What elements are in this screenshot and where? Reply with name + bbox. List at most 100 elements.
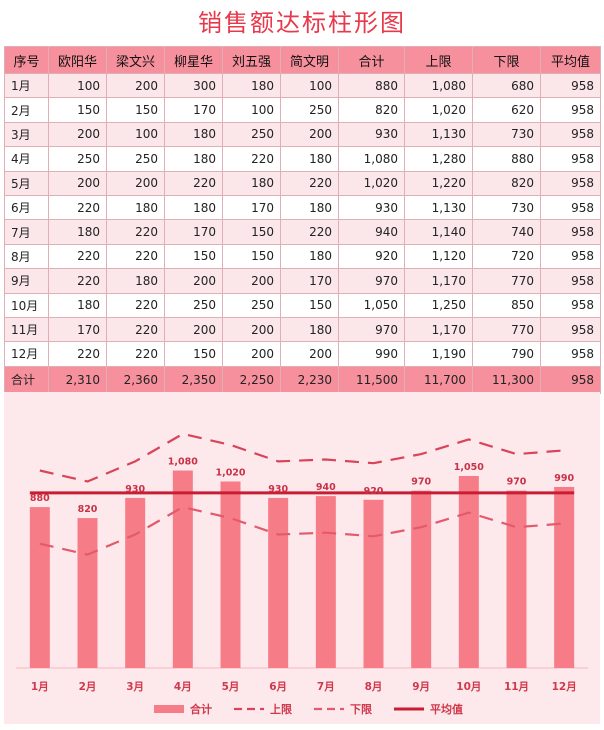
table-row: 2月 150 150 170 100 250 820 1,020 620 958	[4, 97, 601, 123]
table-cell: 920	[338, 243, 405, 270]
table-cell: 180	[280, 243, 339, 270]
bar	[172, 470, 193, 668]
table-cell: 170	[222, 194, 281, 221]
table-cell: 1,170	[404, 268, 473, 294]
table-cell: 180	[106, 194, 165, 221]
table-cell: 730	[472, 121, 541, 148]
table-cell: 170	[48, 316, 107, 343]
table-cell: 220	[222, 146, 281, 172]
table-row: 10月 180 220 250 250 150 1,050 1,250 850 958	[4, 292, 601, 318]
table-cell: 970	[338, 268, 405, 294]
table-cell: 150	[106, 97, 165, 123]
column-header: 刘五强	[222, 46, 281, 74]
table-row: 1月 100 200 300 180 100 880 1,080 680 958	[4, 72, 601, 99]
table-cell: 880	[338, 72, 405, 99]
table-cell: 958	[540, 170, 601, 196]
column-header: 序号	[4, 46, 49, 74]
table-cell: 220	[106, 219, 165, 245]
table-cell: 990	[338, 341, 405, 367]
table-cell: 200	[164, 316, 223, 343]
table-row: 3月 200 100 180 250 200 930 1,130 730 958	[4, 121, 601, 148]
table-cell: 180	[164, 121, 223, 148]
total-cell: 2,360	[106, 365, 165, 394]
data-label: 880	[30, 493, 50, 504]
data-label: 970	[507, 477, 527, 488]
legend-label: 下限	[350, 702, 372, 716]
total-cell: 11,300	[472, 365, 541, 394]
bar	[77, 518, 98, 668]
table-cell: 200	[222, 316, 281, 343]
series-line-dashed	[39, 505, 565, 556]
table-cell: 220	[280, 170, 339, 196]
bar	[554, 486, 575, 668]
table-cell: 150	[164, 341, 223, 367]
table-cell: 958	[540, 268, 601, 294]
table-cell: 180	[280, 316, 339, 343]
data-label: 970	[411, 477, 431, 488]
sales-table: 序号 欧阳华 梁文兴 柳星华 刘五强 简文明 合计 上限 下限 平均值 1月 100 200 300 18…	[4, 46, 601, 394]
x-tick-label: 4月	[174, 681, 192, 693]
data-label: 930	[125, 484, 145, 495]
table-cell: 180	[280, 146, 339, 172]
table-row: 12月 220 220 150 200 200 990 1,190 790 958	[4, 341, 601, 367]
data-label: 930	[268, 484, 288, 495]
row-label: 3月	[4, 121, 49, 148]
column-header: 柳星华	[164, 46, 223, 74]
bar	[458, 476, 479, 668]
table-cell: 1,120	[404, 243, 473, 270]
bar	[125, 497, 146, 668]
table-cell: 220	[106, 341, 165, 367]
table-cell: 200	[48, 121, 107, 148]
table-cell: 180	[48, 219, 107, 245]
table-cell: 100	[48, 72, 107, 99]
table-cell: 1,050	[338, 292, 405, 318]
x-tick-label: 12月	[552, 681, 577, 693]
table-cell: 880	[472, 146, 541, 172]
table-body: 1月 100 200 300 180 100 880 1,080 680 958 2月 150 150 1…	[4, 72, 601, 367]
table-cell: 1,080	[404, 72, 473, 99]
series-line-dashed	[39, 432, 565, 483]
table-cell: 1,280	[404, 146, 473, 172]
table-cell: 170	[280, 268, 339, 294]
legend-label: 平均值	[430, 702, 463, 716]
table-cell: 850	[472, 292, 541, 318]
table-cell: 930	[338, 121, 405, 148]
table-cell: 1,020	[404, 97, 473, 123]
table-cell: 770	[472, 268, 541, 294]
table-cell: 300	[164, 72, 223, 99]
legend-label: 合计	[190, 702, 212, 716]
table-cell: 200	[222, 268, 281, 294]
x-tick-label: 11月	[504, 681, 529, 693]
table-cell: 200	[280, 121, 339, 148]
bar	[506, 490, 527, 668]
x-tick-label: 8月	[365, 681, 383, 693]
data-label: 1,080	[168, 457, 198, 468]
table-cell: 620	[472, 97, 541, 123]
table-cell: 250	[222, 121, 281, 148]
total-label: 合计	[4, 365, 49, 394]
x-tick-label: 7月	[317, 681, 335, 693]
table-cell: 150	[48, 97, 107, 123]
table-cell: 200	[222, 341, 281, 367]
table-cell: 970	[338, 316, 405, 343]
row-label: 11月	[4, 316, 49, 343]
table-cell: 958	[540, 194, 601, 221]
table-cell: 220	[106, 316, 165, 343]
table-cell: 170	[164, 219, 223, 245]
table-cell: 250	[48, 146, 107, 172]
x-tick-label: 10月	[456, 681, 481, 693]
bar	[315, 496, 336, 668]
table-cell: 770	[472, 316, 541, 343]
table-cell: 958	[540, 316, 601, 343]
table-cell: 958	[540, 341, 601, 367]
table-cell: 180	[222, 170, 281, 196]
page-title: 销售额达标柱形图	[198, 9, 406, 37]
chart-area: 880 820 930 1,080 1,020 930 940 920 970 1,050 970 9…	[4, 392, 600, 724]
table-cell: 1,170	[404, 316, 473, 343]
table-cell: 1,190	[404, 341, 473, 367]
table-cell: 200	[48, 170, 107, 196]
table-row: 4月 250 250 180 220 180 1,080 1,280 880 958	[4, 146, 601, 172]
table-cell: 170	[164, 97, 223, 123]
bar	[268, 497, 289, 668]
row-label: 5月	[4, 170, 49, 196]
